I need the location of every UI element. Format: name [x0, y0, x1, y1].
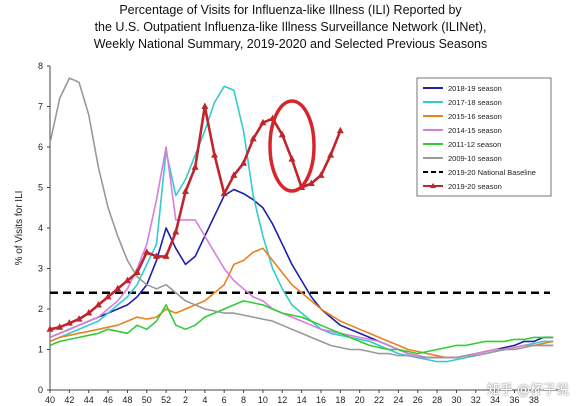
series-point-2019-20 — [46, 325, 54, 332]
series-point-2019-20 — [75, 315, 83, 322]
series-point-2019-20 — [317, 171, 325, 178]
series-point-2019-20 — [278, 130, 286, 138]
series-point-2019-20 — [336, 126, 344, 134]
series-line-2011-12-season — [49, 300, 554, 355]
x-tick-label: 2 — [183, 395, 188, 405]
legend-marker — [430, 183, 436, 188]
x-tick-label: 16 — [316, 395, 326, 405]
x-tick-label: 10 — [258, 395, 268, 405]
legend-box — [416, 77, 552, 197]
series-point-2019-20 — [307, 179, 315, 186]
x-tick-label: 8 — [241, 395, 246, 405]
x-tick-label: 38 — [529, 395, 539, 405]
y-axis-label: % of Visits for ILI — [14, 191, 25, 266]
legend-label: 2019-20 National Baseline — [448, 168, 536, 177]
x-tick-label: 46 — [103, 395, 113, 405]
x-tick-label: 22 — [374, 395, 384, 405]
y-tick-label: 8 — [38, 61, 43, 71]
series-line-2009-10-season — [49, 77, 554, 359]
series-point-2019-20 — [259, 118, 267, 126]
series-line-2015-16-season — [49, 247, 554, 359]
x-tick-label: 42 — [64, 395, 74, 405]
x-tick-label: 34 — [490, 395, 500, 405]
series-point-2019-20 — [201, 102, 209, 109]
series-point-2019-20 — [181, 187, 189, 195]
x-tick-label: 30 — [451, 395, 461, 405]
series-point-2019-20 — [162, 252, 170, 259]
y-tick-label: 0 — [38, 385, 43, 395]
series-point-2019-20 — [240, 159, 248, 166]
x-tick-label: 14 — [297, 395, 307, 405]
y-tick-label: 5 — [38, 183, 43, 193]
title-line-2: the U.S. Outpatient Influenza-like Illne… — [94, 20, 487, 34]
series-point-2019-20 — [230, 171, 238, 178]
y-tick-label: 4 — [38, 223, 43, 233]
series-point-2019-20 — [249, 134, 257, 142]
y-tick-label: 1 — [38, 345, 43, 355]
series-point-2019-20 — [327, 151, 335, 158]
x-tick-label: 6 — [222, 395, 227, 405]
legend-label: 2014-15 season — [448, 126, 502, 135]
series-point-2019-20 — [123, 276, 131, 284]
x-tick-label: 50 — [142, 395, 152, 405]
x-tick-label: 36 — [510, 395, 520, 405]
series-point-2019-20 — [85, 309, 93, 316]
series-point-2019-20 — [56, 323, 64, 330]
y-tick-label: 7 — [38, 102, 43, 112]
series-point-2019-20 — [211, 151, 219, 158]
x-tick-label: 4 — [202, 395, 207, 405]
legend-label: 2017-18 season — [448, 98, 502, 107]
watermark: 知乎 @杯子说 — [486, 383, 569, 398]
x-tick-label: 52 — [161, 395, 171, 405]
series-point-2019-20 — [152, 252, 160, 259]
series-point-2019-20 — [65, 319, 73, 326]
red-ellipse-highlight — [268, 99, 316, 193]
series-point-2019-20 — [104, 292, 112, 300]
y-tick-label: 3 — [38, 264, 43, 274]
title-line-3: Weekly National Summary, 2019-2020 and S… — [93, 37, 488, 51]
legend-label: 2011-12 season — [448, 140, 501, 149]
legend-label: 2009-10 season — [448, 154, 502, 163]
x-tick-label: 26 — [413, 395, 423, 405]
chart-title: Percentage of Visits for Influenza-like … — [0, 2, 581, 53]
x-tick-label: 18 — [335, 395, 345, 405]
x-tick-label: 24 — [393, 395, 403, 405]
series-line-2017-18-season — [49, 85, 554, 363]
y-tick-label: 2 — [38, 304, 43, 314]
x-tick-label: 48 — [122, 395, 132, 405]
series-point-2019-20 — [172, 228, 180, 235]
series-point-2019-20 — [133, 268, 141, 276]
series-point-2019-20 — [288, 155, 296, 162]
x-tick-label: 20 — [355, 395, 365, 405]
series-point-2019-20 — [143, 248, 151, 255]
series-point-2019-20 — [114, 284, 122, 292]
x-tick-label: 44 — [84, 395, 94, 405]
series-point-2019-20 — [94, 300, 102, 308]
series-point-2019-20 — [191, 163, 199, 170]
x-tick-label: 32 — [471, 395, 481, 405]
y-tick-label: 6 — [38, 142, 43, 152]
x-tick-label: 12 — [277, 395, 287, 405]
legend-label: 2015-16 season — [448, 112, 502, 121]
legend-label: 2019-20 season — [448, 182, 502, 191]
x-tick-label: 40 — [45, 395, 55, 405]
series-point-2019-20 — [220, 189, 228, 197]
legend-label: 2018-19 season — [448, 84, 502, 93]
title-line-1: Percentage of Visits for Influenza-like … — [119, 3, 462, 17]
x-tick-label: 28 — [432, 395, 442, 405]
